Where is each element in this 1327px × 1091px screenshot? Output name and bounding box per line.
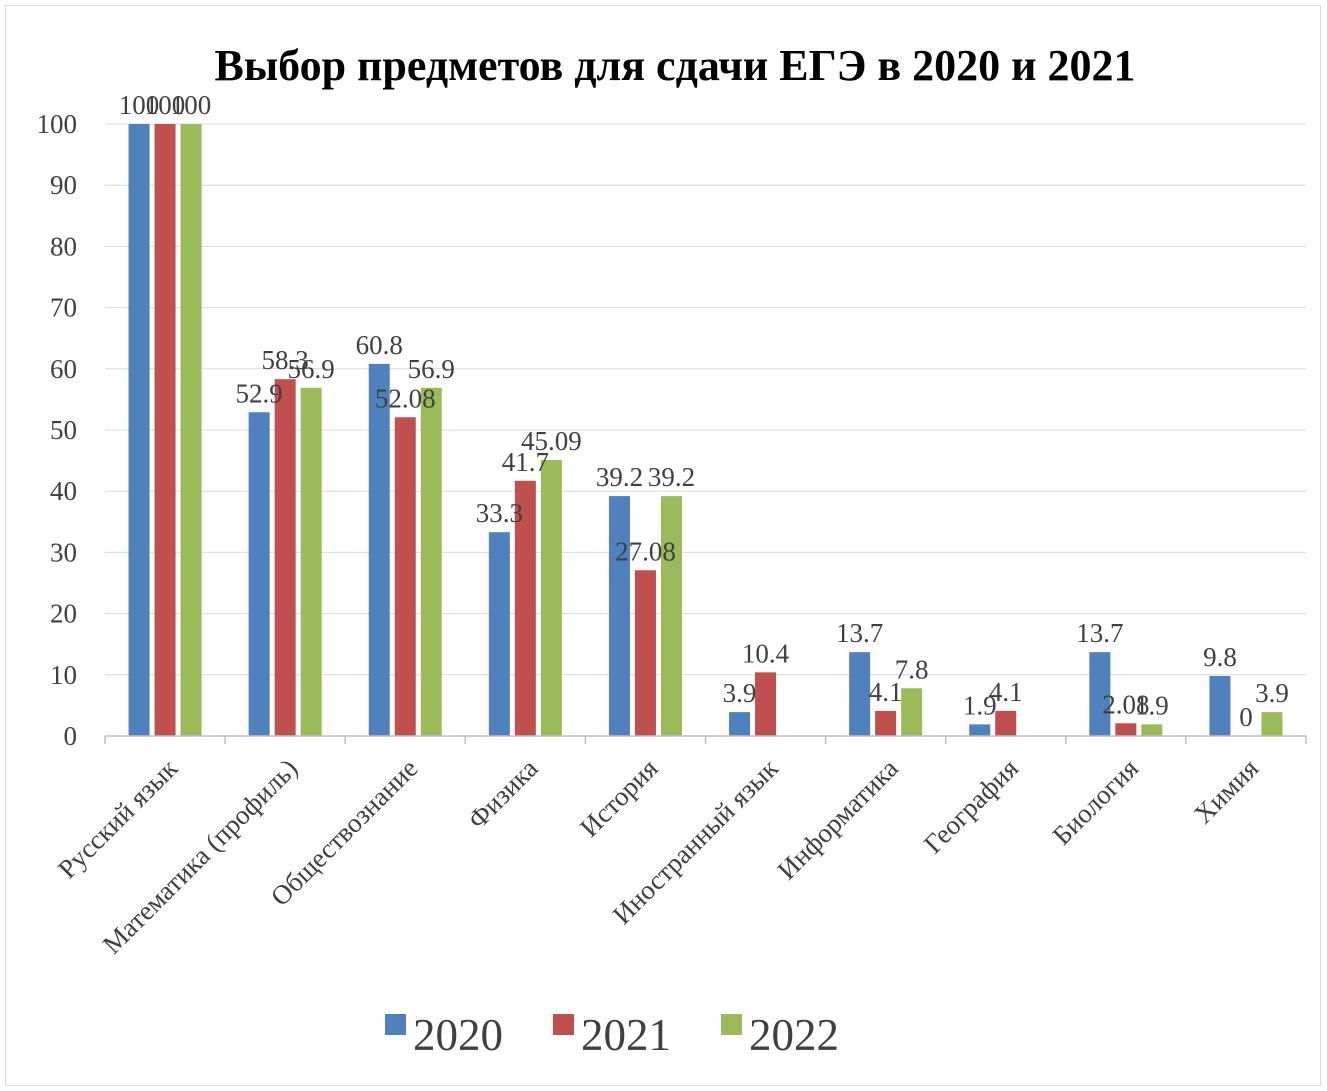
- legend: 2020 2021 2022: [385, 1010, 839, 1060]
- y-tick-label: 50: [50, 415, 77, 445]
- legend-swatch-2022: [721, 1014, 742, 1035]
- data-label: 10.4: [742, 638, 790, 668]
- bar-2020-2: [368, 363, 390, 736]
- bar-2020-1: [248, 412, 270, 736]
- bar-2020-0: [128, 124, 150, 736]
- x-category-label: Русский язык: [52, 752, 184, 884]
- bar-2020-5: [729, 712, 751, 736]
- y-tick-label: 90: [50, 170, 77, 200]
- legend-swatch-2021: [553, 1014, 574, 1035]
- data-label: 2.08: [1102, 689, 1149, 719]
- x-category-label: Химия: [1188, 753, 1264, 829]
- chart-title: Выбор предметов для сдачи ЕГЭ в 2020 и 2…: [214, 41, 1135, 90]
- legend-label-2021: 2021: [581, 1010, 671, 1060]
- y-tick-label: 70: [50, 293, 77, 323]
- y-tick-label: 30: [50, 537, 77, 567]
- bar-2020-4: [608, 496, 630, 736]
- y-tick-label: 80: [50, 231, 77, 261]
- bar-2022-0: [180, 124, 202, 736]
- data-label: 0: [1239, 702, 1253, 732]
- data-label: 33.3: [476, 498, 523, 528]
- x-category-label: Математика (профиль): [97, 753, 304, 960]
- y-axis: 0 10 20 30 40 50 60 70 80 90 100: [37, 109, 78, 751]
- y-tick-label: 20: [50, 599, 77, 629]
- data-label: 39.2: [648, 462, 695, 492]
- data-label: 58.3: [262, 345, 309, 375]
- bar-2021-0: [154, 124, 176, 736]
- data-label: 45.09: [521, 426, 582, 456]
- data-label: 52.08: [375, 383, 436, 413]
- data-label: 56.9: [408, 354, 455, 384]
- data-label: 27.08: [615, 536, 676, 566]
- bar-2020-9: [1209, 676, 1231, 736]
- bar-2021-4: [634, 570, 656, 736]
- data-label: 100: [145, 90, 186, 120]
- data-label: 3.9: [723, 678, 757, 708]
- legend-swatch-2020: [385, 1014, 406, 1035]
- bar-2021-6: [875, 710, 897, 736]
- bar-2022-1: [300, 387, 322, 736]
- data-label: 13.7: [1076, 618, 1123, 648]
- bar-2020-6: [849, 652, 871, 736]
- x-category-label: Физика: [462, 753, 544, 835]
- bar-2022-8: [1141, 724, 1163, 736]
- legend-label-2020: 2020: [413, 1010, 503, 1060]
- bar-2022-6: [901, 688, 923, 736]
- data-label: 1.9: [1135, 690, 1169, 720]
- data-label: 100: [119, 90, 160, 120]
- y-tick-label: 60: [50, 354, 77, 384]
- bar-2022-9: [1261, 712, 1283, 736]
- bar-2021-1: [274, 379, 296, 736]
- x-category-label: География: [918, 753, 1024, 859]
- x-category-label: История: [574, 753, 664, 843]
- x-category-label: Информатика: [772, 753, 904, 885]
- data-label: 3.9: [1255, 678, 1289, 708]
- bar-2021-8: [1115, 723, 1137, 736]
- y-tick-label: 10: [50, 660, 77, 690]
- data-label: 56.9: [288, 354, 335, 384]
- legend-label-2022: 2022: [749, 1010, 839, 1060]
- bar-2020-8: [1089, 652, 1111, 736]
- data-label: 52.9: [236, 378, 283, 408]
- data-label: 60.8: [356, 330, 403, 360]
- bar-2021-3: [514, 480, 536, 736]
- data-label: 4.1: [989, 677, 1023, 707]
- data-label: 13.7: [836, 618, 883, 648]
- bar-2020-7: [969, 724, 991, 736]
- bar-2020-3: [488, 532, 510, 736]
- bar-2022-2: [420, 387, 442, 736]
- data-label: 1.9: [963, 690, 997, 720]
- bar-2022-3: [540, 460, 562, 736]
- data-label: 39.2: [596, 462, 643, 492]
- y-tick-label: 0: [64, 721, 78, 751]
- bar-2021-7: [995, 710, 1017, 736]
- y-tick-label: 40: [50, 476, 77, 506]
- bar-2022-4: [660, 496, 682, 736]
- data-label: 9.8: [1203, 642, 1237, 672]
- data-label: 100: [171, 90, 212, 120]
- bar-2021-5: [755, 672, 777, 736]
- data-label: 7.8: [895, 654, 929, 684]
- data-labels: 100 52.9 60.8 33.3 39.2 3.9 13.7 1.9 13.7 9.8 100 5…: [119, 90, 1289, 732]
- bar-2021-2: [394, 417, 416, 736]
- y-tick-label: 100: [37, 109, 78, 139]
- data-label: 4.1: [869, 677, 903, 707]
- bars: [128, 124, 1283, 736]
- x-category-label: Биология: [1047, 753, 1145, 851]
- data-label: 41.7: [502, 447, 549, 477]
